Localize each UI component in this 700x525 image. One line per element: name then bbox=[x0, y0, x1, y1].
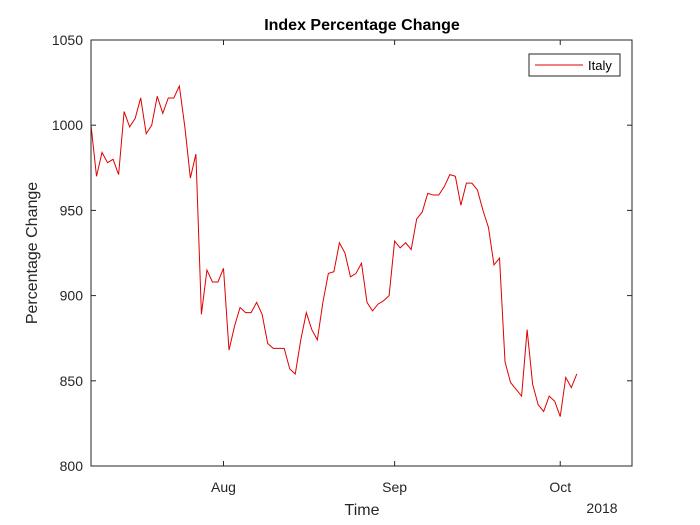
y-axis-label: Percentage Change bbox=[24, 182, 41, 324]
legend-label-italy: Italy bbox=[588, 58, 612, 73]
plot-area-frame bbox=[90, 39, 633, 467]
y-tick-label: 950 bbox=[60, 202, 84, 218]
y-axis-ticks: 800 850 900 950 1000 1050 bbox=[52, 32, 632, 474]
legend: Italy bbox=[528, 53, 621, 77]
x-axis-label: Time bbox=[345, 502, 380, 519]
y-tick-label: 900 bbox=[60, 288, 84, 304]
y-tick-label: 1050 bbox=[52, 32, 83, 48]
series-line-italy bbox=[90, 84, 578, 417]
x-tick-label: Oct bbox=[549, 479, 571, 495]
y-tick-label: 1000 bbox=[52, 117, 83, 133]
y-tick-label: 850 bbox=[60, 373, 84, 389]
chart-title: Index Percentage Change bbox=[264, 17, 460, 34]
x-axis-ticks: Aug Sep Oct bbox=[211, 40, 571, 495]
x-axis-year-label: 2018 bbox=[586, 500, 617, 516]
x-tick-label: Sep bbox=[382, 479, 407, 495]
y-tick-label: 800 bbox=[60, 458, 84, 474]
x-tick-label: Aug bbox=[211, 479, 236, 495]
